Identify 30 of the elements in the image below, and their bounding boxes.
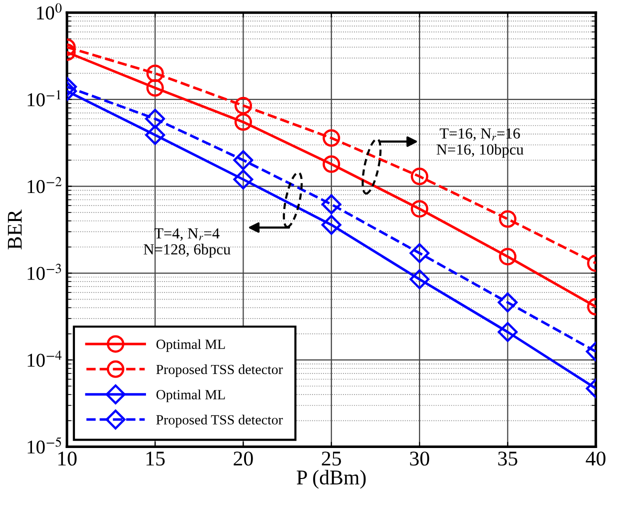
y-tick-label: 10$^{0}$ bbox=[37, 3, 62, 20]
y-tick-label: 10$^{−2}$ bbox=[28, 176, 62, 194]
x-tick-label: 20 bbox=[234, 452, 253, 466]
legend-label: Optimal ML bbox=[156, 390, 225, 402]
x-tick-label: 15 bbox=[146, 452, 165, 466]
point bbox=[410, 168, 428, 186]
legend-label: Optimal ML bbox=[156, 339, 225, 352]
point bbox=[233, 150, 254, 170]
point bbox=[321, 214, 342, 235]
point bbox=[322, 129, 340, 147]
x-tick-label: 35 bbox=[498, 452, 518, 466]
point bbox=[234, 96, 252, 114]
point bbox=[410, 200, 428, 218]
x-tick-label: 25 bbox=[322, 452, 341, 466]
y-tick-label: 10$^{−4}$ bbox=[28, 350, 62, 367]
point bbox=[233, 169, 254, 190]
point bbox=[321, 194, 342, 214]
legend-label: Proposed TSS detector bbox=[156, 414, 283, 428]
point bbox=[234, 113, 252, 131]
point bbox=[322, 155, 340, 173]
x-tick-label: 30 bbox=[410, 452, 430, 466]
x-tick-label: 10 bbox=[58, 452, 77, 466]
y-tick-label: 10$^{−1}$ bbox=[28, 90, 60, 106]
y-tick-label: 10$^{−3}$ bbox=[28, 264, 61, 280]
x-tick-label: 40 bbox=[586, 452, 606, 466]
point bbox=[410, 243, 430, 264]
x-axis-title: P (dBm) bbox=[296, 470, 366, 489]
y-axis-title: BER bbox=[8, 209, 22, 250]
point bbox=[410, 269, 430, 290]
legend-label: Proposed TSS detector bbox=[156, 364, 283, 377]
